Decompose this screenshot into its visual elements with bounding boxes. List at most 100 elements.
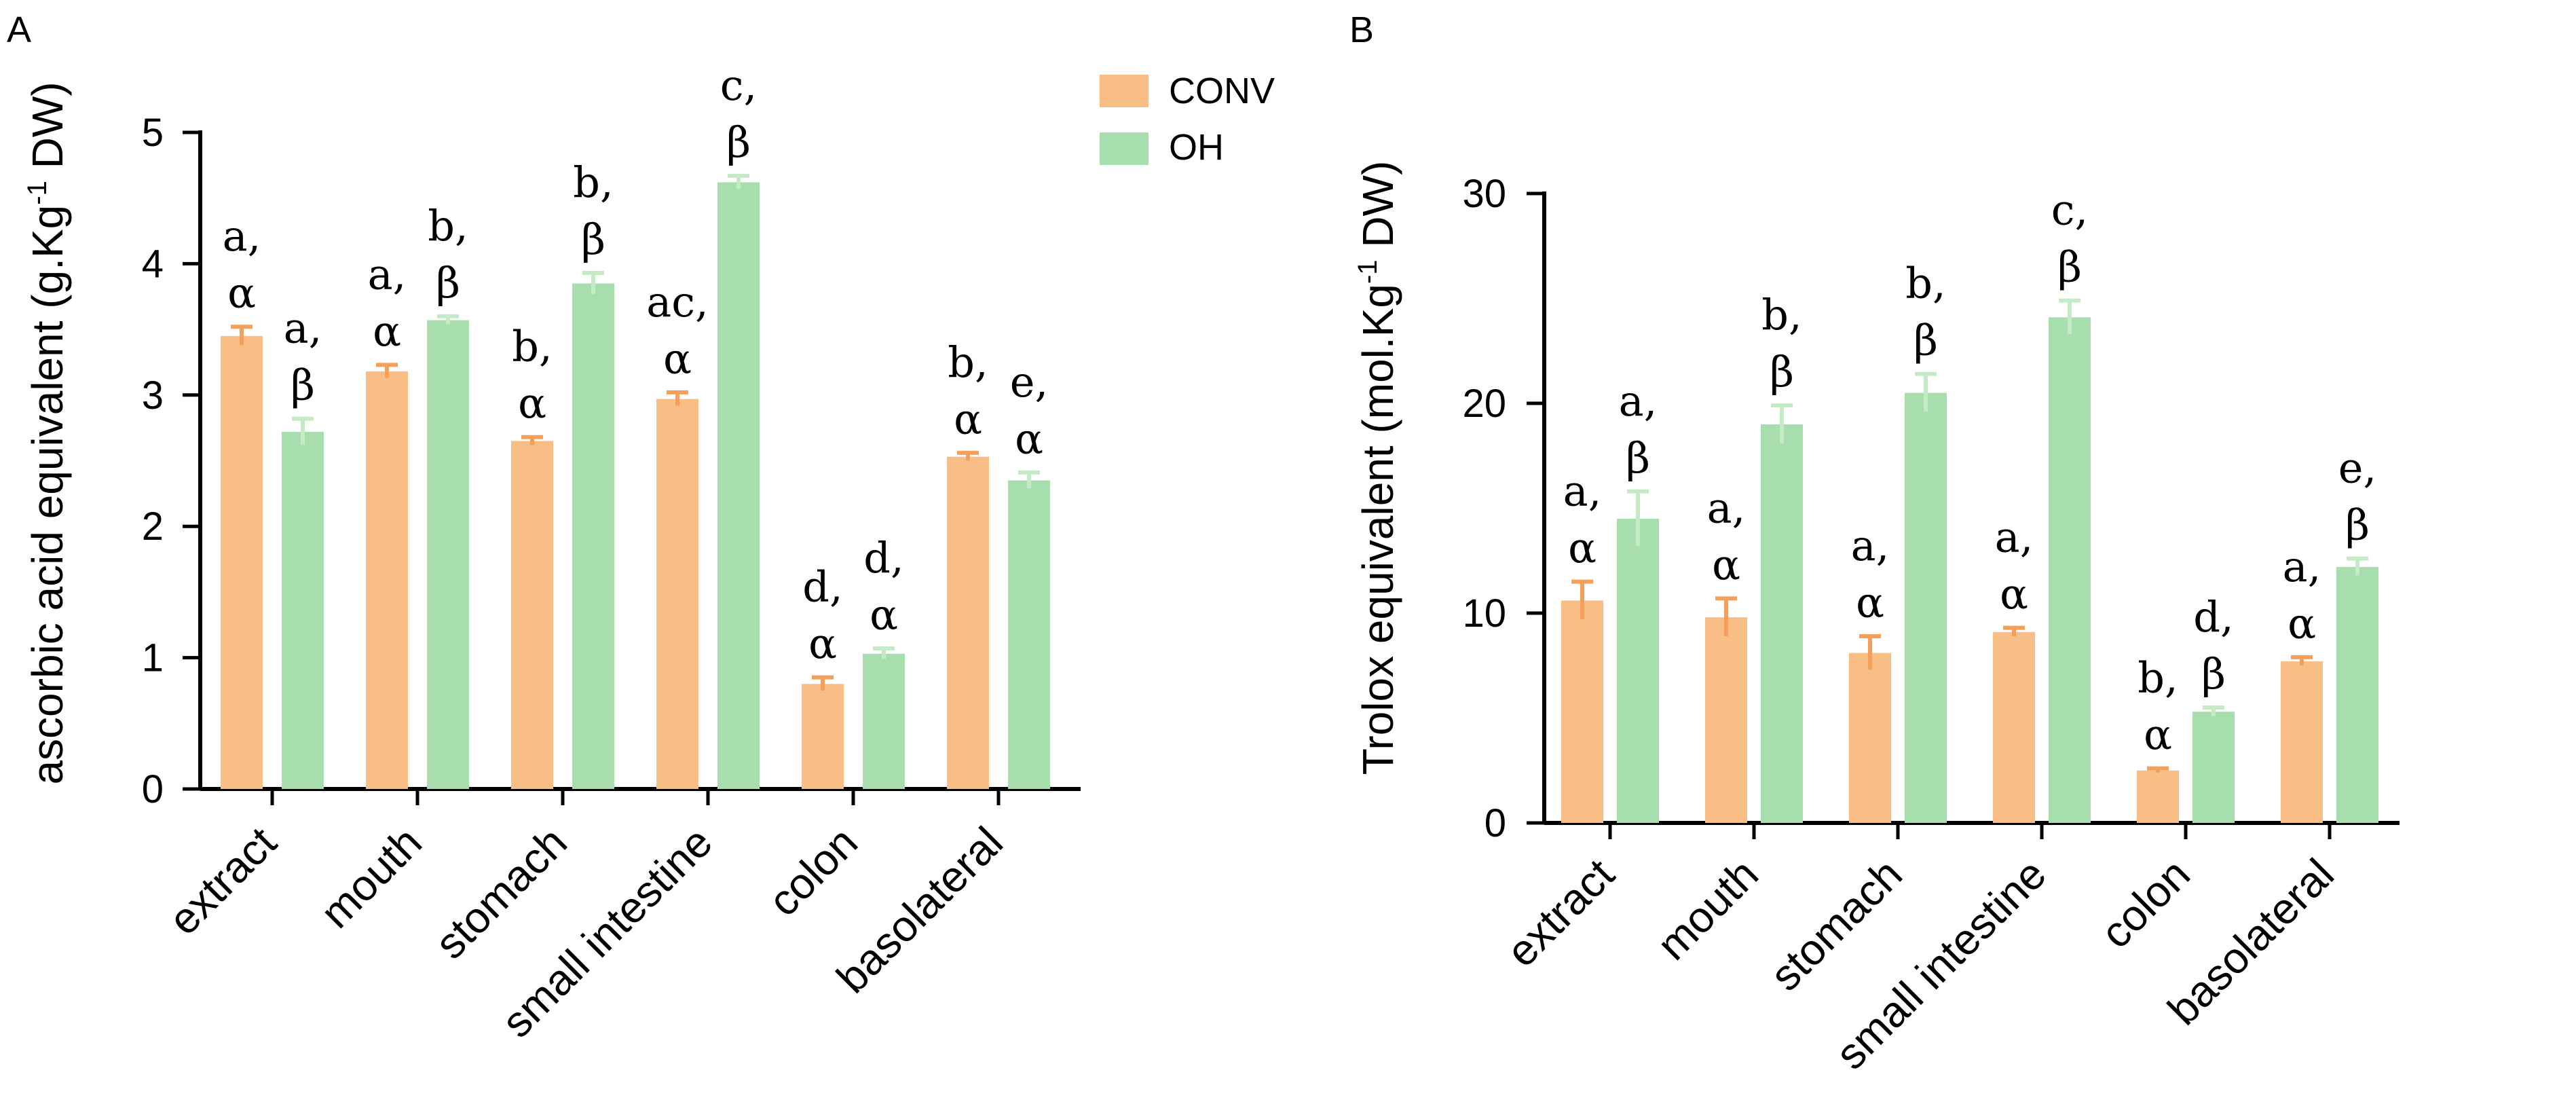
panel-b-bar-oh-small-intestine (2049, 317, 2091, 823)
panel-a-error-bar-conv-colon (812, 675, 834, 691)
panel-b-y-tick-label: 10 (1462, 591, 1506, 636)
panel-a-annotation-letter-conv-basolateral: b, (948, 337, 988, 387)
panel-b-annotation-letter-oh-basolateral: e, (2338, 443, 2376, 493)
panel-a-bar-oh-stomach (572, 283, 614, 789)
legend-swatch-conv (1100, 75, 1149, 107)
panel-b-annotation-greek-oh-basolateral: β (2345, 500, 2370, 550)
panel-b-error-bar-oh-basolateral (2347, 556, 2368, 576)
panel-b-error-bar-conv-mouth (1715, 596, 1737, 636)
panel-b-annotation-letter-oh-extract: a, (1619, 376, 1658, 426)
panel-a-y-axis-title: ascorbic acid equivalent (g.Kg-1 DW) (22, 81, 72, 784)
panel-a-error-bar-conv-small-intestine (667, 390, 688, 406)
panel-a-x-tick-label-extract: extract (159, 818, 286, 944)
panel-b-error-bar-conv-stomach (1859, 633, 1881, 670)
panel-a-annotation-greek-oh-colon: α (870, 590, 898, 640)
panel-a-annotation-letter-conv-colon: d, (802, 562, 842, 612)
panel-b-chart: Trolox equivalent (mol.Kg-1 DW) 0 10 20 30 e… (1353, 161, 2400, 1079)
panel-b-error-bar-oh-stomach (1915, 371, 1937, 412)
panel-a-error-bar-conv-mouth (376, 363, 398, 378)
panel-a-annotation-letter-oh-small-intestine: c, (720, 60, 757, 110)
panel-b-bar-oh-stomach (1905, 392, 1947, 823)
legend-label-conv: CONV (1169, 71, 1275, 111)
panel-b-annotation-greek-conv-stomach: α (1856, 578, 1884, 627)
panel-b-annotation-greek-conv-colon: α (2144, 710, 2172, 760)
panel-a-bar-conv-stomach (511, 441, 553, 789)
panel-b-annotation-letter-oh-mouth: b, (1761, 290, 1802, 339)
panel-b-annotation-greek-conv-mouth: α (1712, 540, 1740, 589)
panel-b-annotation-greek-conv-basolateral: α (2288, 599, 2316, 648)
panel-b-y-tick-label: 0 (1485, 801, 1506, 845)
panel-b-annotation-greek-oh-small-intestine: β (2057, 242, 2082, 292)
panel-b-error-bar-conv-extract (1571, 579, 1593, 620)
panel-a-bar-oh-basolateral (1008, 480, 1050, 789)
panel-a-y-tick-label: 0 (142, 767, 164, 811)
panel-a-bar-conv-mouth (366, 371, 408, 789)
panel-b-bar-conv-stomach (1849, 653, 1891, 823)
panel-a-error-bar-conv-basolateral (957, 450, 979, 461)
panel-b-error-bar-oh-colon (2203, 705, 2224, 716)
panel-a-annotation-greek-oh-stomach: β (581, 215, 605, 264)
panel-a-annotation-greek-conv-colon: α (808, 619, 837, 669)
panel-b-error-bar-oh-extract (1627, 489, 1649, 547)
panel-a-annotation-letter-oh-extract: a, (284, 304, 322, 353)
panel-b-letter: B (1349, 10, 1374, 50)
panel-b-annotation-letter-conv-mouth: a, (1707, 483, 1746, 532)
panel-b-x-tick-label-extract: extract (1497, 849, 1624, 976)
panel-b-y-tick-label: 20 (1462, 382, 1506, 426)
panel-a-bar-conv-extract (221, 335, 263, 789)
panel-b-x-tick-label-colon: colon (2091, 849, 2199, 957)
panel-b-bar-conv-colon (2137, 770, 2179, 823)
panel-b-annotation-letter-oh-stomach: b, (1905, 259, 1945, 308)
panel-b-error-bar-conv-colon (2147, 766, 2169, 773)
panel-a-annotation-greek-conv-extract: α (227, 268, 256, 318)
panel-b-annotation-letter-conv-extract: a, (1563, 466, 1602, 516)
panel-b-bar-conv-small-intestine (1993, 631, 2035, 823)
legend-swatch-oh (1100, 132, 1149, 165)
panel-b-annotation-greek-oh-colon: β (2201, 649, 2226, 699)
panel-a-annotation-greek-oh-basolateral: α (1015, 414, 1043, 464)
panel-a-y-tick-label: 4 (142, 242, 164, 286)
panel-b-bar-oh-mouth (1761, 424, 1803, 823)
panel-a-bar-conv-colon (802, 684, 844, 789)
panel-a-annotation-letter-conv-stomach: b, (512, 322, 552, 371)
panel-b-annotation-letter-conv-small-intestine: a, (1995, 513, 2034, 562)
panel-a-y-tick-label: 2 (142, 504, 164, 549)
panel-b-error-bar-oh-small-intestine (2059, 298, 2080, 335)
panel-a-x-tick-label-mouth: mouth (311, 818, 431, 938)
panel-a-x-tick-label-colon: colon (759, 818, 867, 925)
panel-b-bar-conv-extract (1561, 600, 1603, 823)
panel-b-annotation-letter-oh-small-intestine: c, (2051, 185, 2088, 235)
panel-a-bar-oh-small-intestine (717, 182, 760, 789)
panel-a-annotation-greek-oh-mouth: β (436, 258, 460, 308)
panel-a-annotation-letter-oh-colon: d, (863, 533, 903, 583)
panel-a-annotation-greek-conv-small-intestine: α (663, 334, 692, 384)
panel-b-y-axis-title: Trolox equivalent (mol.Kg-1 DW) (1353, 161, 1402, 775)
panel-a-annotation-greek-conv-stomach: α (518, 379, 546, 428)
panel-b-error-bar-conv-basolateral (2291, 655, 2313, 666)
panel-a-annotation-greek-conv-mouth: α (373, 306, 401, 356)
panel-a-x-tick-label-stomach: stomach (426, 818, 576, 968)
legend-label-oh: OH (1169, 127, 1224, 168)
panel-a-annotation-letter-conv-extract: a, (223, 211, 261, 261)
panel-b-annotation-greek-conv-small-intestine: α (2000, 570, 2028, 619)
panel-a-bar-conv-basolateral (947, 456, 989, 789)
panel-a-error-bar-oh-extract (292, 416, 314, 445)
panel-b-x-tick-label-stomach: stomach (1761, 849, 1911, 1000)
panel-b-y-tick-label: 30 (1462, 172, 1506, 216)
panel-a-annotation-letter-oh-basolateral: e, (1010, 357, 1048, 407)
panel-a-annotation-greek-conv-basolateral: α (954, 394, 982, 444)
panel-a-bar-oh-colon (863, 653, 905, 789)
panel-a-annotation-letter-conv-mouth: a, (368, 249, 407, 299)
panel-a-error-bar-oh-mouth (437, 314, 459, 325)
panel-b-annotation-greek-oh-extract: β (1626, 433, 1650, 483)
legend: CONV OH (1100, 71, 1275, 168)
panel-b-bar-oh-colon (2192, 712, 2235, 823)
panel-a-error-bar-oh-small-intestine (728, 173, 749, 189)
panel-a-y-tick-label: 5 (142, 111, 164, 155)
panel-b-bar-conv-basolateral (2281, 661, 2323, 823)
panel-b-annotation-letter-conv-basolateral: a, (2283, 542, 2321, 591)
panel-b-error-bar-oh-mouth (1771, 403, 1793, 443)
panel-a-annotation-greek-oh-extract: β (291, 361, 315, 410)
panel-b-annotation-letter-conv-stomach: a, (1851, 521, 1890, 570)
